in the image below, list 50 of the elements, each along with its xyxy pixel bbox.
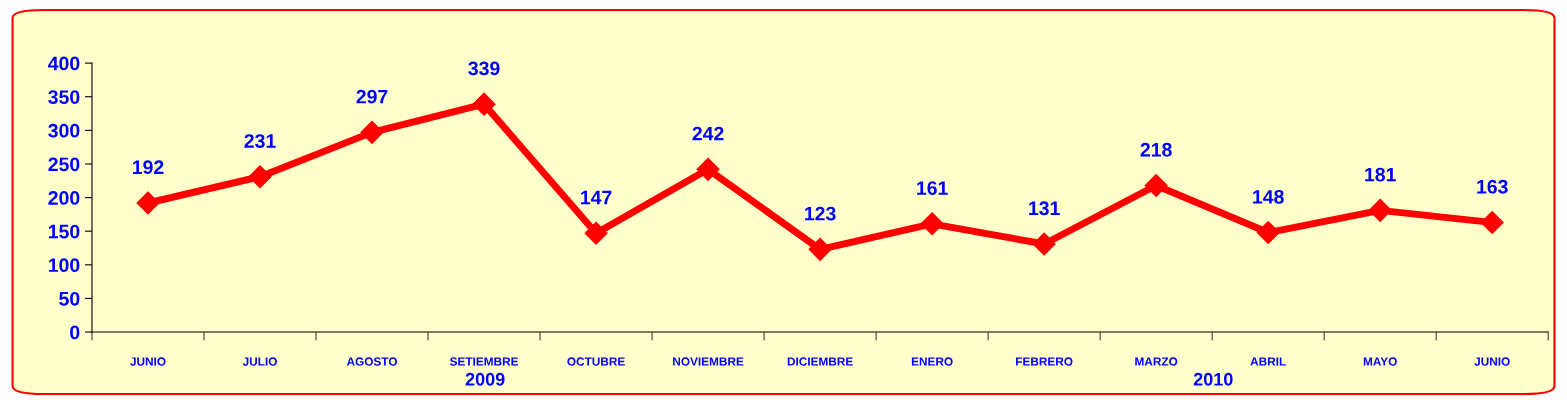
x-tick-label: MAYO	[1363, 357, 1397, 366]
x-tick-label: NOVIEMBRE	[673, 357, 744, 366]
y-tick-label: 50	[59, 291, 80, 306]
data-label: 218	[1140, 142, 1172, 157]
point	[136, 191, 160, 215]
data-label: 231	[244, 134, 276, 148]
data-label: 192	[133, 160, 164, 175]
data-label: 148	[1253, 189, 1284, 204]
text: 2010	[1193, 372, 1233, 386]
x-tick-label: ENERO	[911, 357, 953, 366]
point	[1368, 198, 1392, 222]
point	[472, 92, 496, 116]
point	[1144, 173, 1168, 197]
data-label: 161	[917, 181, 948, 195]
point	[1480, 210, 1504, 234]
point	[1032, 232, 1056, 256]
x-tick-label: SETIEMBRE	[449, 357, 519, 366]
x-tick-label: ABRIL	[1250, 357, 1286, 366]
y-tick-label: 400	[48, 56, 80, 71]
data-label: 163	[1477, 179, 1508, 194]
x-tick-label: AGOSTO	[346, 357, 397, 366]
y-tick-label: 350	[48, 90, 80, 104]
y-tick-label: 250	[48, 157, 80, 172]
data-label: 147	[581, 190, 612, 205]
x-tick-label: JUNIO	[1474, 357, 1510, 366]
point	[696, 157, 720, 181]
point	[1256, 221, 1280, 245]
data-label: 181	[1365, 167, 1396, 182]
data-label: 242	[692, 126, 724, 141]
y-tick-label: 150	[48, 224, 80, 239]
point	[920, 212, 944, 236]
y-tick-label: 200	[48, 191, 80, 205]
x-tick-label: JULIO	[242, 357, 277, 366]
data-label: 339	[468, 61, 500, 76]
x-tick-label: JUNIO	[130, 357, 166, 366]
point	[808, 237, 832, 261]
data-label: 123	[805, 206, 836, 221]
x-tick-label: MARZO	[1135, 357, 1178, 366]
y-tick-label: 0	[70, 325, 80, 340]
point	[248, 165, 272, 189]
point	[584, 221, 608, 245]
y-tick-label: 300	[48, 123, 80, 138]
x-tick-label: DICIEMBRE	[787, 357, 853, 366]
x-tick-label: FEBRERO	[1016, 357, 1073, 366]
point	[360, 120, 384, 144]
text: 2009	[465, 372, 505, 386]
data-label: 297	[356, 89, 388, 104]
data-label: 131	[1029, 201, 1060, 216]
y-tick-label: 100	[48, 258, 80, 273]
x-tick-label: OCTUBRE	[567, 357, 625, 366]
